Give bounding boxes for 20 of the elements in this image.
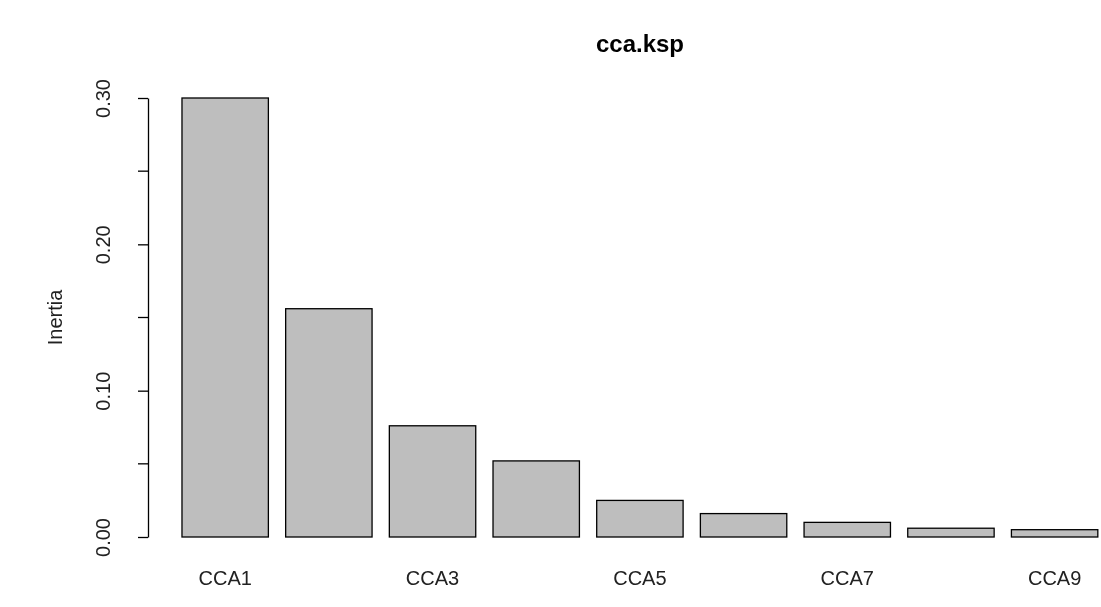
bar — [388, 425, 477, 538]
bar — [492, 460, 581, 538]
y-tick-label: 0.20 — [92, 225, 114, 265]
y-tick-label: 0.00 — [92, 518, 114, 557]
y-axis-title: Inertia — [44, 288, 66, 346]
x-tick-label: CCA3 — [405, 567, 460, 589]
bar — [803, 521, 892, 538]
bar — [285, 308, 373, 538]
x-tick-label: CCA7 — [820, 567, 874, 589]
x-tick-label: CCA5 — [613, 567, 667, 589]
bar — [181, 97, 270, 538]
x-tick-label: CCA1 — [198, 567, 252, 589]
y-tick-label: 0.30 — [92, 79, 114, 118]
y-tick-label: 0.10 — [92, 371, 114, 411]
bar — [596, 499, 684, 538]
x-tick-label: CCA9 — [1027, 567, 1082, 589]
bar — [699, 512, 788, 538]
chart-title: cca.ksp — [595, 30, 685, 57]
bar — [907, 527, 995, 538]
bar — [1010, 529, 1099, 538]
